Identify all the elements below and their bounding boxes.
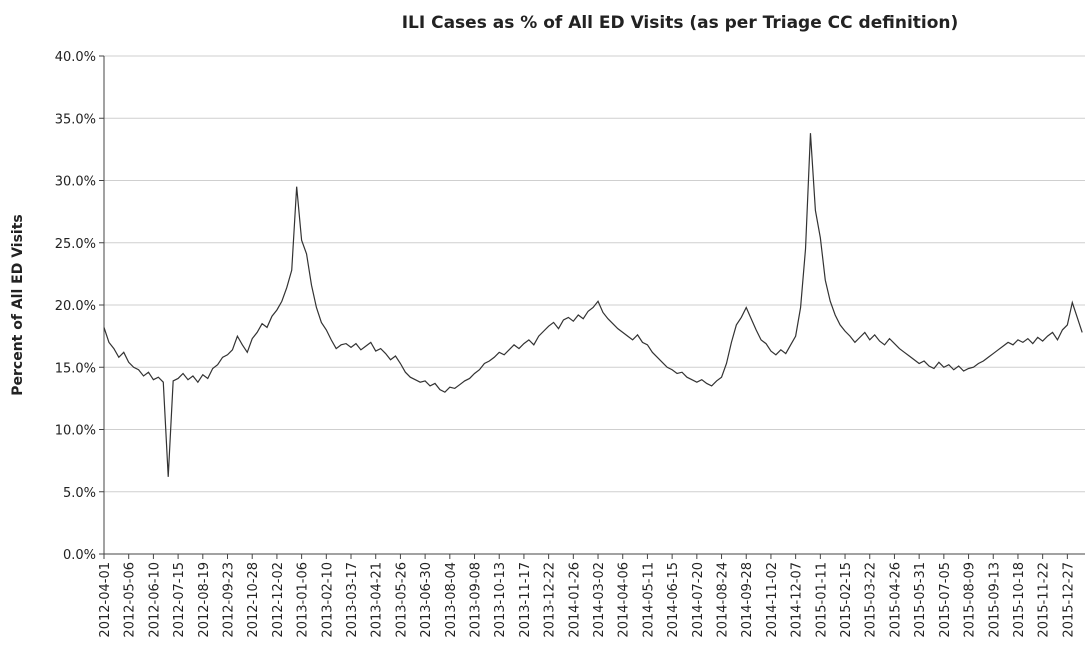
- x-tick-label: 2013-12-22: [543, 562, 558, 638]
- x-tick-label: 2015-01-11: [814, 562, 829, 638]
- y-tick-label: 0.0%: [63, 548, 96, 563]
- x-tick-label: 2015-04-26: [888, 562, 903, 638]
- y-tick-label: 20.0%: [55, 299, 96, 314]
- x-tick-label: 2014-06-15: [666, 562, 681, 638]
- y-axis-label: Percent of All ED Visits: [10, 214, 26, 395]
- x-tick-label: 2014-12-07: [790, 562, 805, 638]
- x-tick-label: 2012-07-15: [172, 562, 187, 638]
- x-tick-label: 2013-11-17: [518, 562, 533, 638]
- x-tick-label: 2015-11-22: [1037, 562, 1052, 638]
- x-tick-label: 2012-08-19: [197, 562, 212, 638]
- x-tick-label: 2013-02-10: [320, 562, 335, 638]
- x-tick-label: 2013-05-26: [394, 562, 409, 638]
- x-tick-label: 2013-04-21: [370, 562, 385, 638]
- x-tick-label: 2015-07-05: [938, 562, 953, 638]
- x-tick-label: 2013-01-06: [296, 562, 311, 638]
- x-tick-label: 2013-06-30: [419, 562, 434, 638]
- x-tick-label: 2013-09-08: [469, 562, 484, 638]
- x-tick-label: 2013-03-17: [345, 562, 360, 638]
- x-tick-label: 2015-02-15: [839, 562, 854, 638]
- y-tick-label: 40.0%: [55, 50, 96, 65]
- chart-title: ILI Cases as % of All ED Visits (as per …: [402, 13, 959, 33]
- x-tick-label: 2014-09-28: [740, 562, 755, 638]
- x-tick-label: 2012-04-01: [98, 562, 113, 638]
- x-tick-label: 2012-06-10: [147, 562, 162, 638]
- x-tick-label: 2014-03-02: [592, 562, 607, 638]
- x-tick-label: 2014-07-20: [691, 562, 706, 638]
- y-tick-label: 35.0%: [55, 112, 96, 127]
- x-tick-label: 2012-10-28: [246, 562, 261, 638]
- x-tick-label: 2015-03-22: [864, 562, 879, 638]
- series-line: [103, 133, 1083, 477]
- x-tick-label: 2012-09-23: [222, 562, 237, 638]
- y-tick-label: 25.0%: [55, 237, 96, 252]
- x-tick-label: 2013-08-04: [444, 562, 459, 638]
- x-tick-label: 2012-05-06: [123, 562, 138, 638]
- y-tick-label: 5.0%: [63, 486, 96, 501]
- x-tick-label: 2015-09-13: [987, 562, 1002, 638]
- x-tick-label: 2014-08-24: [716, 562, 731, 638]
- y-tick-label: 15.0%: [55, 361, 96, 376]
- x-tick-label: 2014-04-06: [617, 562, 632, 638]
- x-tick-label: 2014-05-11: [641, 562, 656, 638]
- y-tick-label: 30.0%: [55, 175, 96, 190]
- x-tick-label: 2014-11-02: [765, 562, 780, 638]
- x-tick-label: 2013-10-13: [493, 562, 508, 638]
- x-tick-label: 2012-12-02: [271, 562, 286, 638]
- x-tick-label: 2014-01-26: [567, 562, 582, 638]
- x-tick-label: 2015-10-18: [1012, 562, 1027, 638]
- y-tick-label: 10.0%: [55, 424, 96, 439]
- x-tick-label: 2015-08-09: [963, 562, 978, 638]
- x-tick-label: 2015-12-27: [1061, 562, 1076, 638]
- x-tick-label: 2015-05-31: [913, 562, 928, 638]
